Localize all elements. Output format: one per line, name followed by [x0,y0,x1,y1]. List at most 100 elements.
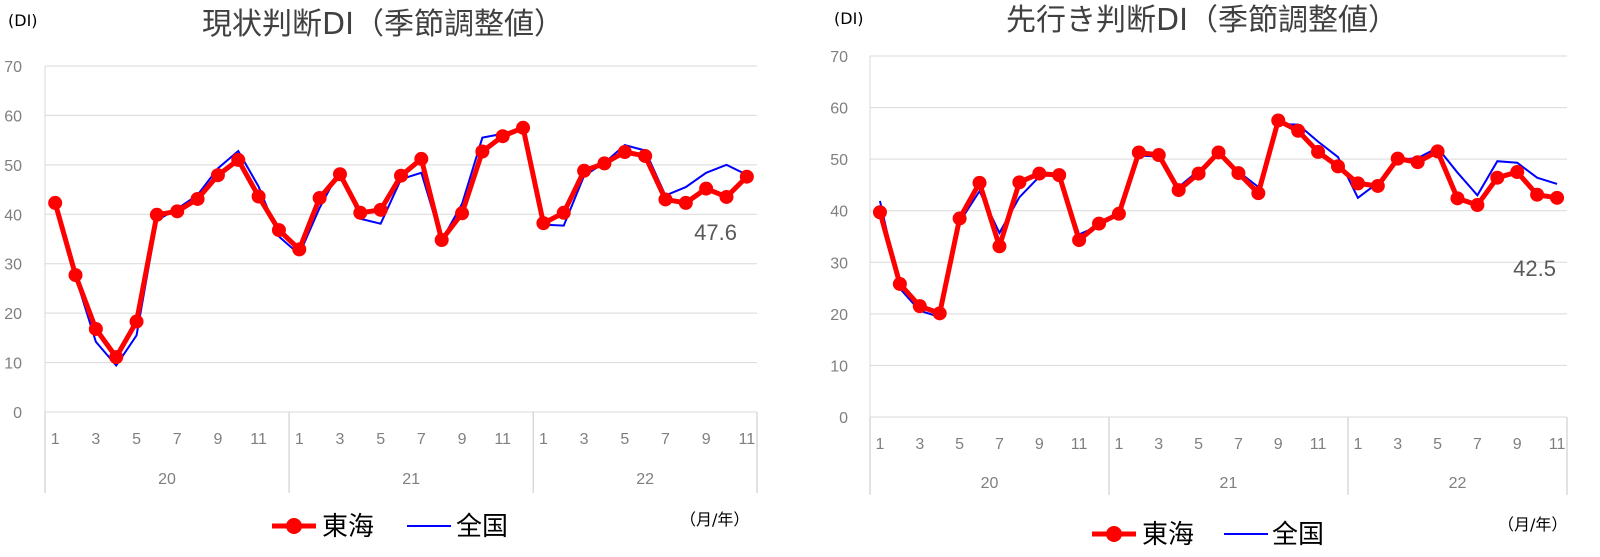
x-month-label: 9 [1035,436,1044,453]
data-point-tokai [1171,183,1186,198]
x-year-label: 21 [402,471,420,488]
data-point-tokai [373,202,388,217]
y-tick-label: 50 [4,158,22,175]
y-tick-label: 20 [830,307,848,324]
x-month-label: 1 [1353,436,1362,453]
data-point-tokai [1410,155,1425,170]
legend-marker-tokai [1106,526,1122,542]
data-point-tokai [932,306,947,321]
x-month-label: 1 [295,431,304,448]
y-axis-unit-label: (DI) [834,9,864,28]
y-tick-label: 0 [13,405,22,422]
y-tick-label: 60 [4,108,22,125]
data-point-tokai [1032,166,1047,181]
last-value-label: 47.6 [694,220,737,245]
data-point-tokai [1111,206,1126,221]
data-point-tokai [495,129,510,144]
data-point-tokai [1510,165,1525,180]
legend-label-tokai: 東海 [1142,520,1194,550]
y-tick-label: 60 [830,101,848,118]
y-tick-label: 10 [4,356,22,373]
data-point-tokai [48,195,63,210]
data-point-tokai [455,206,470,221]
x-month-label: 3 [336,431,345,448]
x-month-label: 9 [213,431,222,448]
data-point-tokai [292,242,307,257]
data-point-tokai [1131,145,1146,160]
x-year-label: 22 [1449,475,1467,492]
data-point-tokai [556,205,571,220]
data-point-tokai [1052,168,1067,183]
data-point-tokai [678,195,693,210]
data-point-tokai [1151,148,1166,163]
x-year-label: 20 [981,475,999,492]
x-month-label: 7 [1234,436,1243,453]
data-point-tokai [719,189,734,204]
x-month-label: 3 [91,431,100,448]
data-point-tokai [353,205,368,220]
data-point-tokai [1550,190,1565,205]
data-point-tokai [1430,144,1445,159]
data-point-tokai [149,207,164,222]
data-point-tokai [1490,170,1505,185]
data-point-tokai [88,321,103,336]
x-month-label: 9 [702,431,711,448]
data-point-tokai [1530,187,1545,202]
data-point-tokai [68,268,83,283]
data-point-tokai [1330,159,1345,174]
data-point-tokai [1291,123,1306,138]
chart-current: 現状判断DI（季節調整値） (DI) 0 10 20 30 40 50 60 70 20 21 22 1 3… [4,7,758,542]
data-point-tokai [972,175,987,190]
y-tick-label: 0 [839,410,848,427]
data-point-tokai [952,211,967,226]
data-point-tokai [210,168,225,183]
x-axis-unit-label: （月/年） [680,510,749,529]
x-month-label: 1 [51,431,60,448]
x-month-label: 5 [955,436,964,453]
data-point-tokai [1191,166,1206,181]
data-point-tokai [1072,233,1087,248]
y-tick-label: 40 [4,207,22,224]
x-month-label: 5 [1433,436,1442,453]
data-point-tokai [475,144,490,159]
data-point-tokai [912,299,927,314]
data-point-tokai [892,276,907,291]
data-point-tokai [312,190,327,205]
y-tick-label: 10 [830,358,848,375]
data-point-tokai [1251,186,1266,201]
data-point-tokai [1092,216,1107,231]
x-month-label: 9 [1513,436,1522,453]
data-point-tokai [1271,113,1286,128]
x-axis-unit-label: （月/年） [1498,515,1567,534]
x-month-label: 1 [876,436,885,453]
data-point-tokai [1350,176,1365,191]
legend-label-national: 全国 [456,512,508,542]
data-point-tokai [1370,178,1385,193]
x-month-label: 1 [1114,436,1123,453]
chart-title: 現状判断DI（季節調整値） [202,7,564,42]
chart-outlook: 先行き判断DI（季節調整値） (DI) 0 10 20 30 40 50 60 70 20 21 22 1… [830,3,1568,550]
y-tick-label: 30 [830,255,848,272]
data-point-tokai [617,145,632,160]
y-axis-unit-label: (DI) [8,11,38,30]
x-month-label: 5 [620,431,629,448]
x-month-label: 3 [1154,436,1163,453]
y-tick-label: 70 [4,59,22,76]
data-point-tokai [536,216,551,231]
x-month-label: 3 [580,431,589,448]
x-year-label: 20 [158,471,176,488]
data-point-tokai [577,163,592,178]
data-point-tokai [699,181,714,196]
data-point-tokai [434,232,449,247]
y-tick-label: 50 [830,152,848,169]
y-tick-label: 70 [830,49,848,66]
data-point-tokai [1231,166,1246,181]
x-month-label: 3 [915,436,924,453]
data-point-tokai [1211,145,1226,160]
x-year-label: 21 [1220,475,1238,492]
data-point-tokai [251,189,266,204]
data-point-tokai [1390,151,1405,166]
x-month-label: 3 [1393,436,1402,453]
x-month-label: 11 [1549,436,1566,453]
